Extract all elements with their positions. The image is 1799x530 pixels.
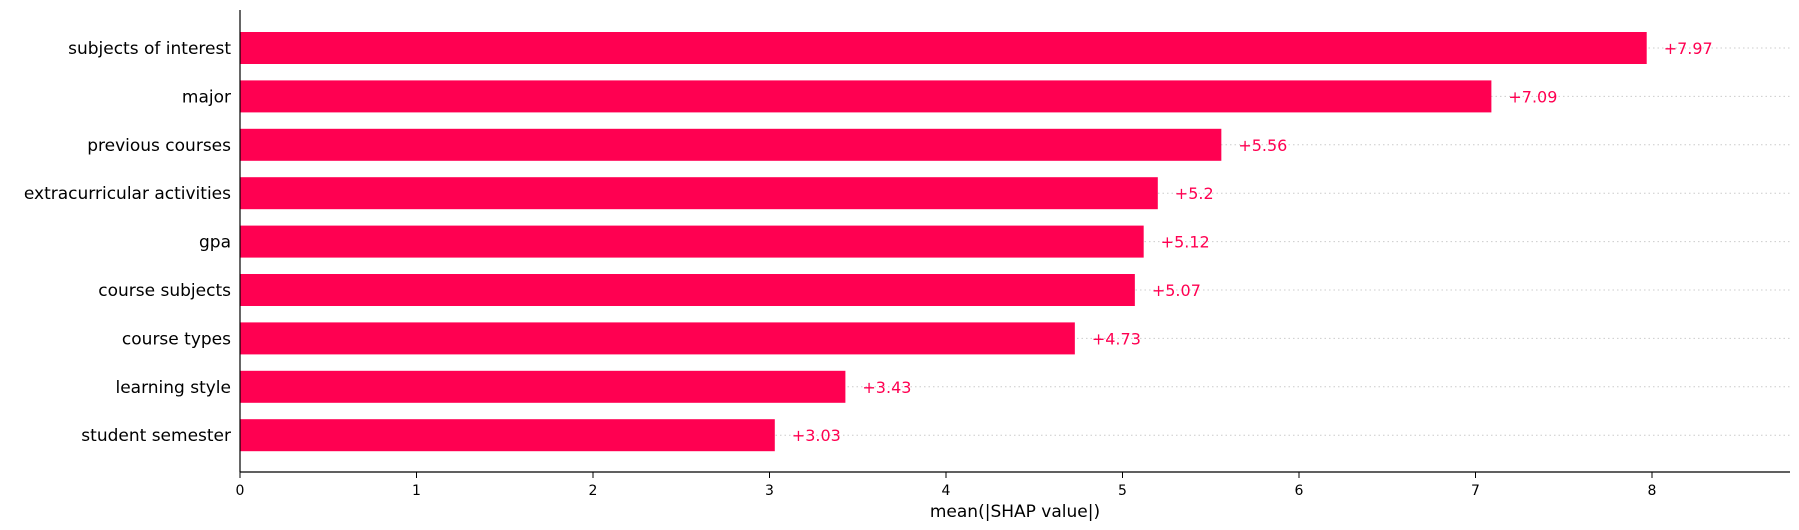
x-tick-label-6: 6 <box>1295 483 1304 499</box>
bars-group <box>240 32 1647 452</box>
x-tick-label-1: 1 <box>412 483 421 499</box>
bar-value-label-gpa: +5.12 <box>1161 233 1210 252</box>
y-label-student-semester: student semester <box>81 426 231 446</box>
bar-student-semester <box>240 419 775 452</box>
bar-value-label-previous-courses: +5.56 <box>1238 136 1287 155</box>
x-tick-label-2: 2 <box>589 483 598 499</box>
bar-major <box>240 80 1492 113</box>
bar-learning-style <box>240 370 846 403</box>
x-tick-label-3: 3 <box>765 483 774 499</box>
x-axis-ticks: 0 1 2 3 4 5 6 7 8 <box>236 472 1657 499</box>
bar-value-label-major: +7.09 <box>1508 87 1557 106</box>
bar-value-label-extracurricular-activities: +5.2 <box>1175 184 1214 203</box>
bar-course-types <box>240 322 1075 355</box>
y-label-previous-courses: previous courses <box>87 136 231 156</box>
bar-course-subjects <box>240 274 1135 306</box>
bar-value-label-subjects-of-interest: +7.97 <box>1664 39 1713 58</box>
x-tick-label-7: 7 <box>1471 483 1480 499</box>
x-tick-label-8: 8 <box>1648 483 1657 499</box>
y-axis-labels: subjects of interest major previous course… <box>24 39 231 446</box>
bar-previous-courses <box>240 128 1222 161</box>
y-label-subjects-of-interest: subjects of interest <box>68 39 231 59</box>
x-tick-label-5: 5 <box>1118 483 1127 499</box>
y-label-major: major <box>182 87 231 107</box>
bar-gpa <box>240 225 1144 258</box>
x-tick-label-4: 4 <box>942 483 951 499</box>
bar-value-label-course-subjects: +5.07 <box>1152 281 1201 300</box>
bar-value-label-student-semester: +3.03 <box>792 426 841 445</box>
y-label-gpa: gpa <box>199 233 231 253</box>
y-label-course-types: course types <box>122 329 231 349</box>
bar-subjects-of-interest <box>240 32 1647 64</box>
bar-value-label-learning-style: +3.43 <box>862 378 911 397</box>
y-label-course-subjects: course subjects <box>98 281 231 301</box>
y-label-learning-style: learning style <box>115 378 231 398</box>
x-tick-label-0: 0 <box>236 483 245 499</box>
y-label-extracurricular-activities: extracurricular activities <box>24 184 231 204</box>
bar-extracurricular-activities <box>240 177 1158 210</box>
x-axis-title: mean(|SHAP value|) <box>930 502 1100 522</box>
bar-value-label-course-types: +4.73 <box>1092 329 1141 348</box>
bar-value-labels: +7.97 +7.09 +5.56 +5.2 +5.12 +5.07 +4.73 +3.43 +… <box>792 39 1713 445</box>
